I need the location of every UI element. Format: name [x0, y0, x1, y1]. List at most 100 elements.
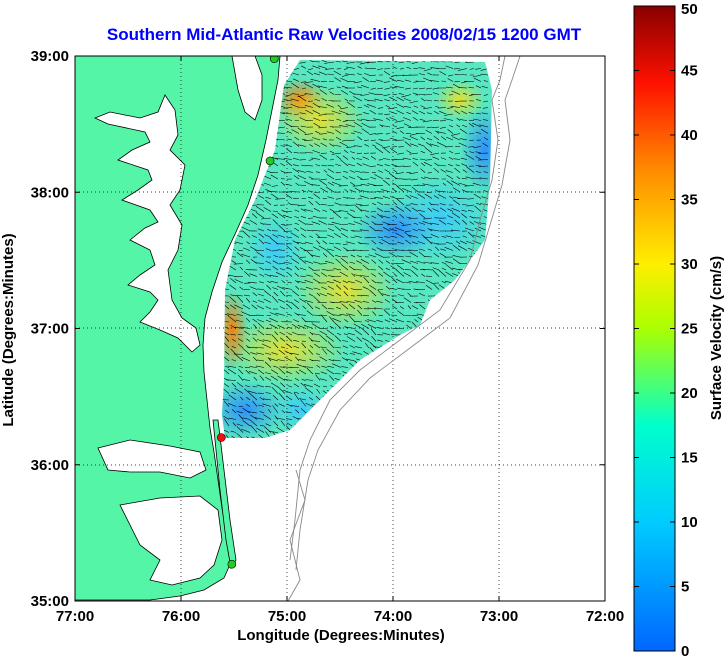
velocity-arrow [305, 379, 314, 381]
velocity-arrow [264, 361, 272, 368]
velocity-arrow [287, 385, 293, 388]
velocity-arrow [304, 384, 314, 388]
velocity-arrow [361, 85, 370, 89]
colorbar-tick-label: 40 [681, 127, 698, 144]
velocity-arrow [393, 214, 398, 219]
velocity-arrow [424, 147, 433, 154]
velocity-arrow [447, 215, 454, 219]
velocity-arrow [321, 98, 328, 102]
velocity-arrow [255, 206, 265, 212]
velocity-arrow [292, 240, 300, 245]
velocity-arrow [435, 189, 440, 193]
velocity-arrow [354, 187, 363, 193]
velocity-arrow [367, 183, 377, 186]
velocity-arrow [315, 395, 321, 401]
velocity-arrow [319, 89, 328, 95]
velocity-arrow [390, 265, 398, 271]
velocity-arrow [277, 212, 286, 219]
velocity-arrow [390, 196, 398, 199]
velocity-arrow [306, 170, 314, 173]
velocity-arrow [249, 419, 258, 427]
velocity-arrow [261, 343, 272, 349]
velocity-arrow [286, 130, 293, 134]
velocity-arrow [435, 130, 440, 134]
velocity-arrow [274, 415, 279, 420]
velocity-arrow [392, 182, 398, 186]
velocity-arrow [384, 299, 391, 303]
velocity-arrow [300, 382, 307, 388]
chart-title: Southern Mid-Atlantic Raw Velocities 200… [107, 25, 582, 44]
velocity-arrow [283, 261, 293, 264]
velocity-arrow [258, 195, 265, 199]
velocity-arrow [397, 185, 405, 187]
velocity-arrow [385, 340, 391, 342]
velocity-arrow [371, 248, 377, 251]
velocity-arrow [291, 302, 300, 310]
velocity-arrow [336, 155, 342, 160]
velocity-arrow [242, 348, 251, 355]
velocity-arrow [340, 159, 349, 167]
velocity-arrow [348, 304, 356, 310]
velocity-arrow [224, 336, 230, 342]
velocity-arrow [308, 68, 314, 71]
velocity-arrow [332, 318, 342, 323]
velocity-arrow [448, 156, 454, 160]
velocity-arrow [359, 61, 370, 65]
velocity-arrow [281, 410, 286, 414]
velocity-arrow [305, 402, 314, 407]
velocity-arrow [259, 411, 265, 414]
velocity-arrow [409, 100, 419, 104]
velocity-arrow [328, 375, 335, 381]
velocity-arrow [326, 329, 335, 336]
velocity-arrow [282, 112, 293, 115]
velocity-arrow [430, 152, 440, 156]
velocity-arrow [353, 269, 363, 271]
velocity-arrow [270, 280, 279, 284]
velocity-arrow [374, 197, 384, 199]
velocity-arrow [404, 87, 412, 90]
velocity-arrow [256, 427, 265, 433]
velocity-arrow [336, 307, 342, 310]
y-axis: 35:00 36:00 37:00 38:00 39:00 [31, 48, 69, 610]
velocity-arrow [342, 60, 349, 63]
velocity-arrow [292, 158, 300, 160]
velocity-arrow [441, 80, 447, 82]
velocity-arrow [230, 334, 237, 336]
velocity-arrow [446, 136, 454, 141]
velocity-arrow [269, 275, 279, 277]
velocity-arrow [265, 248, 272, 251]
velocity-arrow [359, 195, 370, 199]
velocity-arrow [412, 92, 419, 95]
velocity-arrow [478, 165, 489, 168]
velocity-arrow [244, 294, 251, 297]
velocity-arrow [452, 267, 461, 271]
velocity-arrow [418, 67, 426, 69]
velocity-arrow [246, 396, 251, 401]
velocity-arrow [272, 234, 279, 238]
velocity-arrow [279, 331, 286, 336]
velocity-arrow [406, 324, 412, 329]
velocity-arrow [406, 216, 412, 219]
velocity-arrow [376, 213, 384, 219]
velocity-arrow [458, 182, 468, 186]
velocity-arrow [399, 306, 405, 310]
velocity-arrow [227, 365, 237, 368]
velocity-arrow [468, 123, 475, 128]
velocity-arrow [353, 81, 363, 84]
velocity-arrow [473, 193, 482, 199]
velocity-arrow [286, 403, 293, 407]
velocity-arrow [233, 353, 244, 355]
velocity-arrow [472, 240, 482, 245]
velocity-arrow [325, 68, 335, 70]
velocity-arrow [446, 180, 454, 186]
velocity-arrow [285, 118, 293, 121]
velocity-arrow [304, 241, 314, 245]
velocity-arrow [467, 209, 475, 212]
velocity-arrow [404, 141, 412, 147]
velocity-arrow [321, 164, 328, 167]
velocity-arrow [425, 142, 433, 147]
velocity-arrow [355, 203, 363, 206]
velocity-arrow [313, 261, 321, 264]
velocity-arrow [247, 346, 258, 349]
velocity-arrow [396, 269, 405, 277]
